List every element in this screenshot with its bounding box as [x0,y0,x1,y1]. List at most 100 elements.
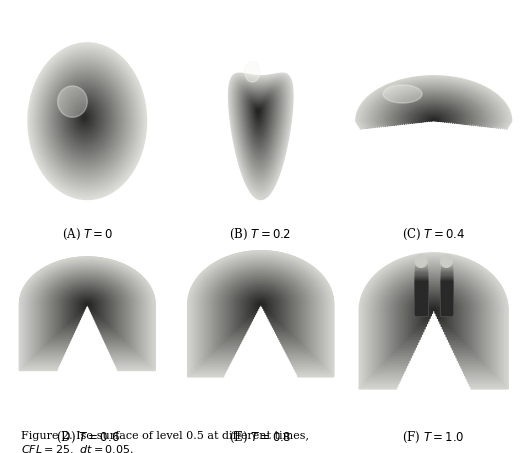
Polygon shape [356,76,512,130]
Polygon shape [362,255,506,386]
Polygon shape [51,279,124,340]
Polygon shape [406,289,461,339]
Polygon shape [382,92,485,126]
Polygon shape [53,280,122,338]
Polygon shape [415,277,427,315]
Polygon shape [369,84,498,128]
Polygon shape [441,277,452,315]
Polygon shape [253,298,269,313]
Polygon shape [412,108,456,124]
Ellipse shape [59,84,113,154]
Polygon shape [415,275,427,315]
Polygon shape [234,81,286,182]
Polygon shape [415,272,427,315]
Ellipse shape [63,89,108,148]
Polygon shape [249,99,269,139]
Polygon shape [381,270,486,366]
Polygon shape [213,269,308,352]
Ellipse shape [60,86,111,152]
Polygon shape [240,289,281,325]
Ellipse shape [80,112,89,123]
Polygon shape [441,267,452,315]
Polygon shape [19,257,155,371]
Polygon shape [398,101,469,125]
Ellipse shape [76,106,94,130]
Polygon shape [391,278,476,355]
Polygon shape [363,80,505,129]
Polygon shape [230,75,291,194]
Polygon shape [404,288,464,342]
Ellipse shape [34,50,140,191]
Ellipse shape [65,91,106,146]
Polygon shape [246,294,275,319]
Polygon shape [441,261,452,315]
Ellipse shape [41,60,132,181]
Polygon shape [72,294,103,319]
Polygon shape [246,96,272,146]
Polygon shape [379,268,488,368]
Polygon shape [217,272,304,348]
Polygon shape [58,284,116,333]
Polygon shape [394,98,474,125]
Polygon shape [441,263,452,315]
Polygon shape [431,308,436,313]
Ellipse shape [53,77,119,163]
Ellipse shape [69,97,102,140]
Polygon shape [56,283,118,335]
Polygon shape [441,280,452,315]
Polygon shape [391,96,476,125]
Ellipse shape [75,104,95,132]
Polygon shape [441,266,452,315]
Polygon shape [54,281,120,337]
Polygon shape [68,291,107,323]
Polygon shape [250,100,268,136]
Polygon shape [233,80,287,184]
Polygon shape [230,281,292,335]
Polygon shape [441,270,452,315]
Polygon shape [247,97,271,144]
Polygon shape [234,284,288,331]
Polygon shape [385,93,482,126]
Polygon shape [229,73,293,199]
Ellipse shape [383,85,422,103]
Polygon shape [251,297,271,315]
Polygon shape [409,291,458,337]
Polygon shape [252,103,265,129]
Polygon shape [48,277,126,342]
Polygon shape [236,83,284,177]
Ellipse shape [42,62,131,179]
Polygon shape [415,281,427,315]
Polygon shape [429,119,438,122]
Text: Figure 2. Iso-surface of level 0.5 at different times,
$CFL = 25$,  $dt = 0.05$.: Figure 2. Iso-surface of level 0.5 at di… [21,431,309,453]
Polygon shape [192,254,329,372]
Polygon shape [228,280,294,337]
Polygon shape [441,281,452,315]
Polygon shape [396,99,472,125]
Polygon shape [66,289,108,325]
Polygon shape [188,251,333,376]
Ellipse shape [48,69,125,171]
Polygon shape [402,285,466,345]
Polygon shape [414,295,454,332]
Polygon shape [396,282,471,350]
Polygon shape [414,110,454,123]
Polygon shape [45,275,130,346]
Polygon shape [209,266,313,356]
Ellipse shape [81,114,88,121]
Ellipse shape [38,56,135,185]
Text: (E) $T = 0.8$: (E) $T = 0.8$ [229,430,292,445]
Polygon shape [196,257,325,368]
Polygon shape [415,262,427,315]
Polygon shape [405,104,463,124]
Polygon shape [389,95,478,126]
Polygon shape [249,295,273,317]
Polygon shape [205,263,317,360]
Polygon shape [421,301,446,323]
Polygon shape [441,278,452,315]
Polygon shape [188,251,333,376]
Polygon shape [416,297,451,329]
Polygon shape [371,262,496,376]
Polygon shape [415,275,427,315]
Polygon shape [415,264,427,315]
Polygon shape [240,88,279,164]
